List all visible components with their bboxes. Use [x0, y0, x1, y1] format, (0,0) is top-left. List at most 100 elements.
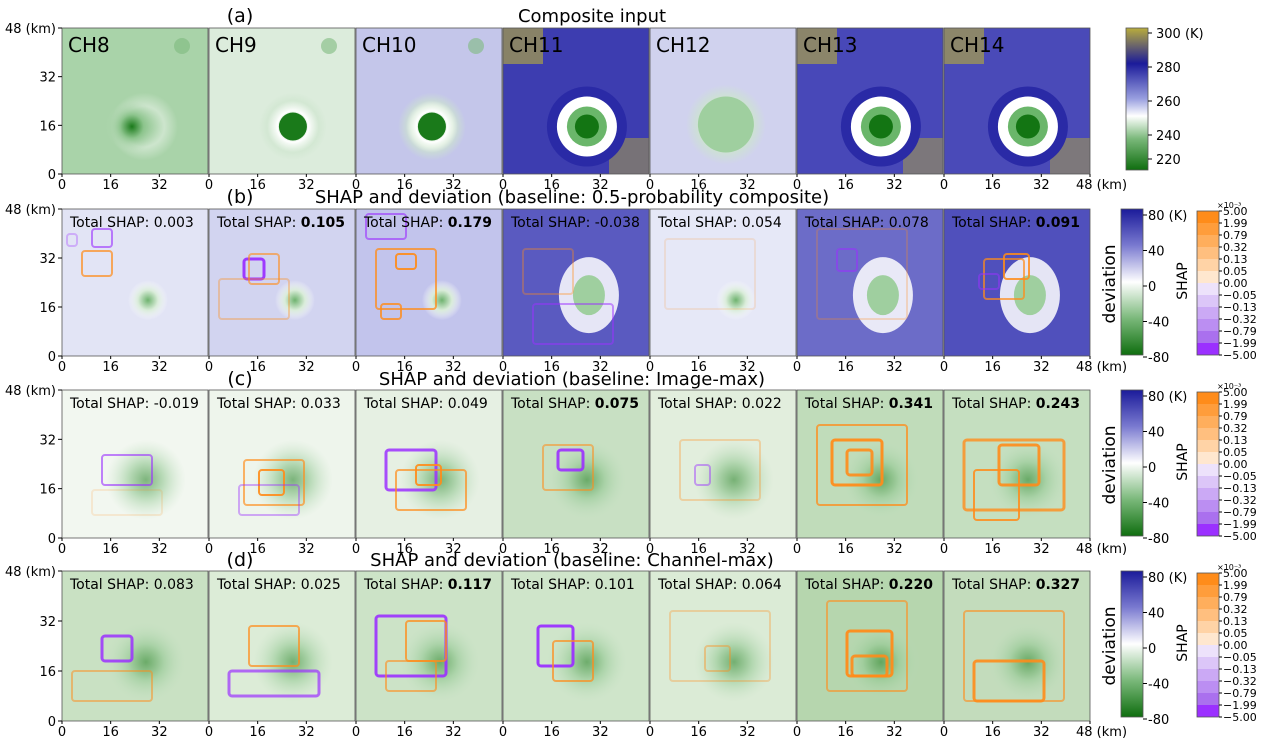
- total-shap-prefix: Total SHAP:: [657, 215, 742, 231]
- y-tick: 16: [39, 665, 56, 680]
- total-shap-prefix: Total SHAP:: [951, 215, 1036, 231]
- shap-label: SHAP: [1175, 624, 1191, 661]
- x-tick: 0: [646, 360, 654, 375]
- x-tick: 0: [352, 178, 360, 193]
- shap-tick: −0.05: [1223, 289, 1257, 302]
- shap-contour: [385, 660, 437, 692]
- panel-ch8-row-2: Total SHAP: -0.019: [61, 389, 209, 539]
- total-shap-prefix: Total SHAP:: [951, 396, 1036, 412]
- x-tick: 16: [249, 542, 266, 557]
- shap-tick: −0.13: [1223, 663, 1257, 676]
- shap-tick: −5.00: [1223, 349, 1257, 362]
- total-shap-prefix: Total SHAP:: [69, 396, 154, 412]
- x-tick: 16: [249, 360, 266, 375]
- shap-contour: [522, 248, 574, 295]
- deviation-tick: -80: [1148, 532, 1169, 547]
- panel-ch9-row-2: Total SHAP: 0.033: [208, 389, 356, 539]
- total-shap-prefix: Total SHAP:: [804, 396, 889, 412]
- shap-contour: [66, 233, 78, 247]
- shap-label: SHAP: [1175, 443, 1191, 480]
- total-shap-prefix: Total SHAP:: [216, 577, 301, 593]
- panel-frame: [208, 27, 356, 175]
- shap-tick: −5.00: [1223, 530, 1257, 543]
- shap-contour: [71, 670, 153, 702]
- x-tick: 32: [886, 542, 903, 557]
- shap-contour: [248, 625, 300, 667]
- panel-ch11-row-3: Total SHAP: 0.101: [502, 570, 650, 722]
- row-letter-0: (a): [227, 5, 253, 27]
- total-shap-prefix: Total SHAP:: [804, 215, 889, 231]
- shap-tick: −0.79: [1223, 506, 1257, 519]
- panel-ch10-row-1: Total SHAP: 0.179: [355, 208, 503, 357]
- shap-tick: 1.99: [1223, 398, 1248, 411]
- shap-contour: [542, 444, 594, 491]
- shap-tick: 1.99: [1223, 217, 1248, 230]
- x-tick: 32: [886, 178, 903, 193]
- panel-ch12-row-1: Total SHAP: 0.054: [649, 208, 797, 357]
- shap-tick: −1.99: [1223, 699, 1257, 712]
- shap-contour: [679, 439, 761, 501]
- x-tick: 16: [984, 360, 1001, 375]
- shap-contour: [962, 438, 1066, 512]
- shap-tick: 0.00: [1223, 458, 1248, 471]
- panel-frame: [943, 27, 1091, 175]
- total-shap-value: 0.341: [889, 396, 933, 412]
- x-tick: 0: [499, 360, 507, 375]
- total-shap-prefix: Total SHAP:: [510, 215, 595, 231]
- shap-exponent: ×10⁻³: [1217, 563, 1241, 572]
- total-shap-label: Total SHAP: 0.243: [951, 396, 1080, 412]
- shap-contour: [850, 654, 889, 678]
- x-tick: 48 (km): [1076, 542, 1127, 557]
- total-shap-label: Total SHAP: 0.117: [363, 577, 492, 593]
- row-letter-3: (d): [227, 549, 254, 571]
- deviation-tick: 80 (K): [1148, 209, 1187, 224]
- x-tick: 0: [646, 178, 654, 193]
- total-shap-prefix: Total SHAP:: [216, 215, 301, 231]
- shap-tick: 5.00: [1223, 567, 1248, 580]
- x-tick: 32: [1033, 360, 1050, 375]
- shap-contour: [243, 459, 305, 506]
- y-tick: 16: [39, 301, 56, 316]
- panel-ch8-row-1: Total SHAP: 0.003: [61, 208, 209, 357]
- total-shap-prefix: Total SHAP:: [216, 396, 301, 412]
- y-tick: 32: [39, 252, 56, 267]
- shap-contour: [365, 213, 407, 240]
- total-shap-label: Total SHAP: 0.220: [804, 577, 933, 593]
- shap-tick: 0.13: [1223, 434, 1248, 447]
- total-shap-prefix: Total SHAP:: [363, 215, 448, 231]
- total-shap-label: Total SHAP: 0.033: [216, 396, 341, 412]
- shap-contour: [972, 659, 1046, 703]
- shap-contour: [532, 303, 614, 345]
- panel-frame: [502, 27, 650, 175]
- shap-contour: [816, 424, 908, 506]
- deviation-tick: 80 (K): [1148, 390, 1187, 405]
- temp-tick: 220: [1156, 153, 1181, 168]
- x-tick: 32: [151, 725, 168, 738]
- shap-contour: [227, 669, 321, 698]
- x-tick: 16: [690, 178, 707, 193]
- panel-frame: [502, 208, 650, 357]
- row-letter-2: (c): [227, 368, 252, 390]
- shap-tick: 0.05: [1223, 446, 1248, 459]
- panel-ch14-row-0: CH14: [943, 27, 1091, 175]
- total-shap-label: Total SHAP: -0.019: [69, 396, 199, 412]
- shap-tick: −0.32: [1223, 675, 1257, 688]
- shap-contour: [375, 248, 437, 310]
- x-tick: 0: [793, 542, 801, 557]
- deviation-tick: -40: [1148, 678, 1169, 693]
- panel-ch10-row-2: Total SHAP: 0.049: [355, 389, 503, 539]
- x-tick: 16: [102, 542, 119, 557]
- panel-frame: [208, 389, 356, 539]
- panel-frame: [796, 570, 944, 722]
- shap-contour: [973, 469, 1020, 521]
- y-tick: 0: [48, 715, 56, 730]
- x-tick: 16: [396, 725, 413, 738]
- shap-contour: [552, 640, 594, 682]
- x-tick: 0: [499, 178, 507, 193]
- shap-label: SHAP: [1175, 262, 1191, 299]
- x-tick: 0: [205, 542, 213, 557]
- x-tick: 32: [445, 542, 462, 557]
- shap-tick: −0.05: [1223, 470, 1257, 483]
- total-shap-value: 0.078: [889, 215, 929, 231]
